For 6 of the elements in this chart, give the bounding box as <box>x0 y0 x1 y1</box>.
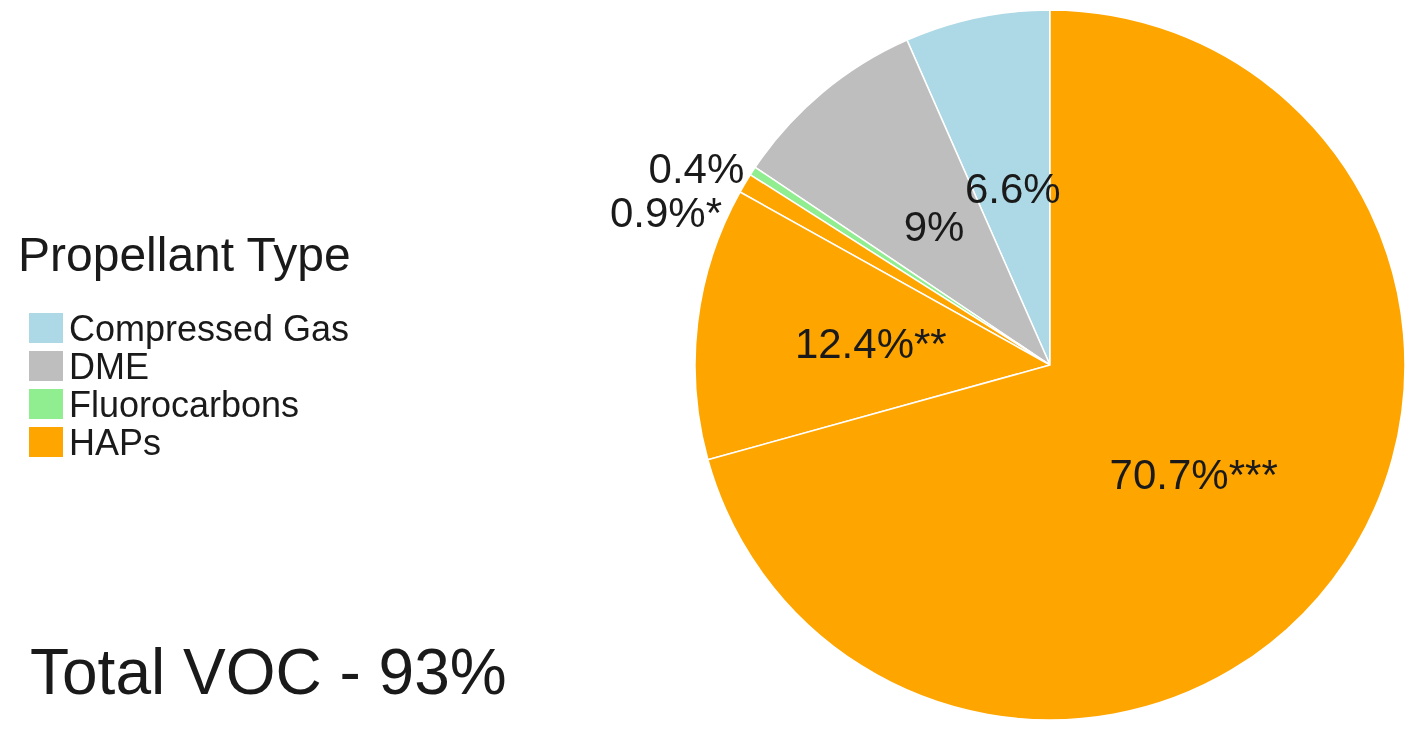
legend-label: Compressed Gas <box>69 307 350 349</box>
text: Total VOC - 93% <box>30 636 507 708</box>
data-label: 9% <box>903 203 965 251</box>
legend-title: Propellant Type <box>18 227 351 281</box>
data-label: 70.7%*** <box>1109 450 1278 498</box>
data-label: 12.4%** <box>794 320 947 367</box>
